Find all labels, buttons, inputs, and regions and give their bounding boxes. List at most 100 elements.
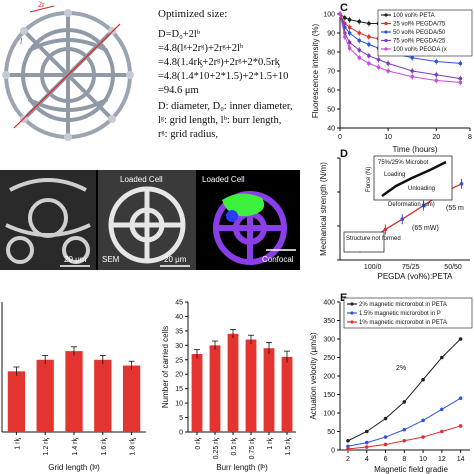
data-point [458, 396, 463, 400]
x-tick-label: 0.5 rᶄ [231, 438, 238, 456]
equation-line: D=D₀+2lᵇ [158, 29, 201, 40]
x-tick-label: 4 [365, 456, 369, 463]
y-tick-label: 150 [323, 392, 335, 399]
y-tick-label: 60 [327, 88, 335, 95]
annotation-65mw: (65 mW) [412, 225, 439, 232]
scale-bar-label: 20 μm [64, 255, 87, 264]
legend-entry: 50 vol% PEGDA/50 [393, 30, 446, 36]
data-point [402, 400, 407, 404]
legend-entry: 1.5% magnetic microrobot in P [359, 311, 441, 317]
panel-label-d: D [340, 148, 348, 160]
x-axis-label: PEGDA (vol%):PETA [378, 272, 454, 280]
equation-line: =94.6 μm [158, 85, 199, 96]
legend-marker [350, 302, 354, 306]
data-point [440, 355, 444, 360]
legend-marker [384, 38, 388, 43]
x-tick-label: 1.5 rᶄ [285, 438, 292, 456]
microscopy-strip: Loaded Cell Confocal Loaded Cell SEM 20 … [0, 170, 300, 270]
y-tick-label: 25 [175, 357, 183, 364]
y-tick-label: 200 [323, 374, 335, 381]
equation-line: =4.8(lᵍ+2rᵍ)+2rᵍ+2lᵇ [158, 43, 244, 54]
bar [263, 348, 275, 432]
sem-label: SEM [102, 255, 120, 264]
y-axis-label: Number of carried cells [161, 326, 170, 408]
y-tick-label: 5 [179, 415, 183, 422]
legend-marker [384, 47, 388, 51]
legend-marker [350, 311, 354, 315]
x-tick-label: 10 [419, 456, 427, 463]
y-axis-label: Actuation velocity (μm/s) [309, 332, 318, 420]
y-tick-label: 0 [331, 448, 335, 455]
equation-legend: D: diameter, D₀: inner diameter, [158, 101, 293, 112]
x-tick-label: 0 rᶄ [195, 438, 202, 450]
bar [227, 333, 239, 432]
bar [122, 365, 141, 432]
y-tick-label: 100 [323, 12, 335, 19]
inset-curve [381, 160, 447, 198]
x-tick-label: 1 rᶄ [267, 438, 274, 450]
equation-line: =4.8(1.4*10+2*1.5)+2*1.5+10 [158, 71, 289, 82]
panel-label-e: E [340, 292, 348, 304]
bar [209, 345, 221, 432]
confocal-label: Confocal [262, 255, 294, 264]
bar [94, 359, 112, 432]
bar [36, 359, 54, 432]
y-tick-label: 50 [327, 429, 335, 436]
x-axis-label: Time (hours) [392, 145, 437, 154]
fluorescence-chart: 40 50 60 70 80 90 100 0 10 20 8 Time (hours) Fluores… [311, 9, 473, 154]
x-tick-label: 20 [432, 134, 440, 141]
y-tick-label: 0 [179, 430, 183, 437]
x-tick-label: 1.4 rᶄ [72, 438, 79, 456]
data-point [383, 416, 388, 421]
scale-bar-label: 20 μm [164, 255, 187, 264]
data-point [383, 227, 388, 232]
bar [245, 339, 257, 432]
bar [191, 354, 203, 432]
y-axis-label: Mechanical strength (N/m) [319, 162, 328, 256]
x-tick-label: 0.25 rᶄ [213, 438, 220, 460]
annotation-structure: Structure not formed [346, 236, 401, 242]
data-point [421, 377, 425, 382]
y-tick-label: 400 [323, 300, 335, 307]
x-tick-label: 6 [384, 456, 388, 463]
bar [7, 371, 26, 432]
y-tick-label: 35 [175, 328, 183, 335]
data-point [346, 444, 350, 449]
y-tick-label: 30 [175, 343, 183, 350]
x-tick-label: 1.8 rᶄ [130, 438, 137, 456]
x-tick-label: 10 [384, 134, 392, 141]
series-line [339, 13, 461, 83]
equation-title: Optimized size: [158, 8, 228, 20]
y-tick-label: 350 [323, 318, 335, 325]
legend-entry: 25 vol% PEGDA/75 [393, 22, 446, 28]
data-point [459, 182, 464, 186]
series-line [347, 338, 461, 442]
data-point [364, 445, 369, 449]
legend-entry: 100 vol% PEGDA (x [393, 47, 447, 53]
sem-images: Loaded Cell Confocal Loaded Cell SEM 20 … [0, 170, 300, 270]
data-point [421, 203, 426, 208]
series-line [339, 13, 461, 64]
data-point [402, 438, 407, 443]
confocal-loaded-label: Loaded Cell [202, 175, 245, 184]
legend-entry: 2% magnetic microrobot in PETA [359, 302, 447, 308]
x-tick-label: 1.2 rᶄ [43, 438, 50, 456]
svg-text:2r: 2r [38, 0, 45, 9]
legend-box [377, 9, 473, 57]
y-tick-label: 40 [175, 314, 183, 321]
y-tick-label: 15 [175, 386, 183, 393]
data-point [402, 427, 407, 432]
svg-text:l: l [20, 37, 23, 46]
data-point [421, 435, 425, 439]
grid-length-bar-chart: 1 rᶄ 1.2 rᶄ 1.4 rᶄ 1.6 rᶄ 1.8 rᶄ Grid length … [1, 302, 146, 472]
bar [65, 351, 83, 432]
x-tick-label: 75/25 [402, 264, 420, 271]
x-tick-label: 1 rᶄ [14, 438, 21, 450]
y-tick-label: 20 [175, 372, 183, 379]
y-tick-label: 40 [327, 126, 335, 133]
data-point [400, 217, 405, 221]
data-point [440, 407, 444, 412]
legend-marker [384, 13, 388, 17]
panel-label-c: C [340, 2, 348, 14]
y-tick-label: 10 [175, 401, 183, 408]
